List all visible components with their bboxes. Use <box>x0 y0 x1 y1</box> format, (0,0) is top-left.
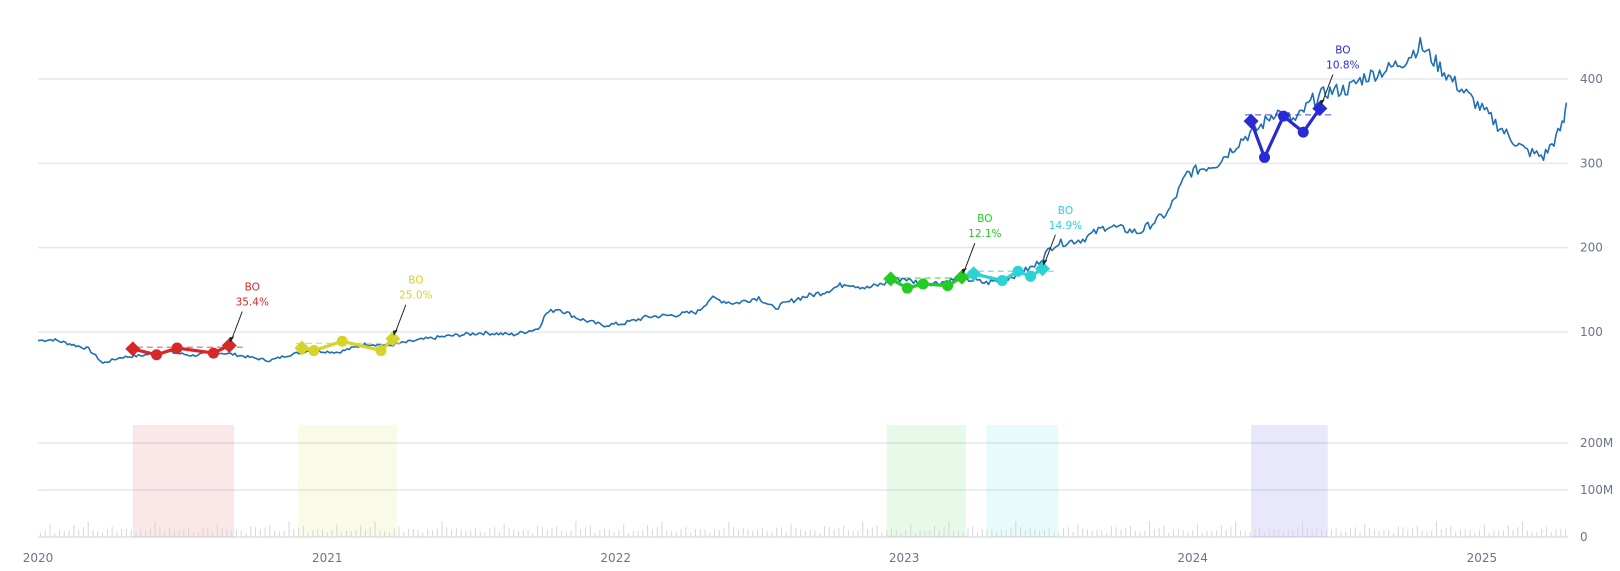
x-tick-label: 2023 <box>889 551 920 565</box>
pattern-circle-marker <box>1025 270 1037 282</box>
annotation-arrow <box>1043 234 1056 264</box>
breakout-pattern: BO 25.0% <box>294 275 433 357</box>
annotation-arrow <box>963 243 976 273</box>
price-y-tick-label: 300 <box>1580 156 1603 170</box>
annotation-arrow <box>230 311 243 341</box>
volume-highlight-window <box>298 425 397 537</box>
pattern-diamond-marker <box>1034 261 1050 277</box>
breakout-pattern: BO 10.8% <box>1243 45 1360 163</box>
pattern-circle-marker <box>1297 126 1309 138</box>
x-tick-label: 2025 <box>1467 551 1498 565</box>
breakout-label: BO <box>408 275 423 287</box>
breakout-patterns: BO 35.4% BO 25.0% BO 12.1% BO 14.9% BO 10.8% <box>125 45 1360 361</box>
breakout-percent-label: 25.0% <box>399 290 432 302</box>
pattern-circle-marker <box>336 335 348 347</box>
pattern-circle-marker <box>375 345 387 357</box>
breakout-pattern: BO 12.1% <box>883 213 1002 294</box>
breakout-percent-label: 35.4% <box>236 296 269 308</box>
volume-highlight-window <box>986 425 1059 537</box>
breakout-percent-label: 12.1% <box>968 228 1001 240</box>
x-axis-ticks: 2020 2021 2022 2023 2024 2025 <box>23 551 1497 565</box>
breakout-label: BO <box>245 281 260 293</box>
breakout-percent-label: 14.9% <box>1049 220 1082 232</box>
x-tick-label: 2021 <box>312 551 343 565</box>
pattern-circle-marker <box>171 342 183 354</box>
volume-highlight-window <box>1251 425 1328 537</box>
price-y-tick-label: 100 <box>1580 325 1603 339</box>
volume-highlight-windows <box>132 425 1328 537</box>
annotation-arrowhead <box>1042 259 1048 266</box>
breakout-pattern: BO 14.9% <box>966 205 1082 287</box>
pattern-circle-marker <box>917 278 929 290</box>
annotation-arrowhead <box>392 329 398 336</box>
pattern-diamond-marker <box>294 340 310 356</box>
x-tick-label: 2022 <box>600 551 631 565</box>
volume-y-tick-label: 100M <box>1580 483 1613 497</box>
pattern-circle-marker <box>151 349 163 361</box>
breakout-label: BO <box>977 213 992 225</box>
pattern-circle-marker <box>207 347 219 359</box>
annotation-arrow <box>1321 74 1334 104</box>
price-line <box>37 37 1568 364</box>
x-tick-label: 2024 <box>1177 551 1208 565</box>
volume-highlight-window <box>886 425 966 537</box>
pattern-diamond-marker <box>1312 101 1328 117</box>
breakout-label: BO <box>1058 205 1073 217</box>
annotation-arrowhead <box>229 336 235 343</box>
breakout-label: BO <box>1335 45 1350 57</box>
y-axis-ticks: 100 200 300 400 0 100M 200M <box>1580 72 1613 544</box>
pattern-diamond-marker <box>385 331 401 347</box>
volume-y-tick-label: 200M <box>1580 436 1613 450</box>
breakout-pattern: BO 35.4% <box>125 281 269 361</box>
pattern-diamond-marker <box>125 341 141 357</box>
pattern-circle-marker <box>901 282 913 294</box>
price-gridlines <box>38 78 1568 333</box>
volume-gridlines <box>38 442 1568 538</box>
breakout-percent-label: 10.8% <box>1326 60 1359 72</box>
pattern-circle-marker <box>1259 151 1271 163</box>
annotation-arrowhead <box>1319 99 1325 106</box>
pattern-diamond-marker <box>221 337 237 353</box>
x-tick-label: 2020 <box>23 551 54 565</box>
pattern-circle-marker <box>942 280 954 292</box>
pattern-diamond-marker <box>954 269 970 285</box>
annotation-arrowhead <box>961 268 967 275</box>
price-y-tick-label: 200 <box>1580 241 1603 255</box>
pattern-circle-marker <box>1277 110 1289 122</box>
volume-highlight-window <box>132 425 234 537</box>
pattern-diamond-marker <box>883 271 899 287</box>
pattern-circle-marker <box>308 345 320 357</box>
volume-bars <box>39 521 1567 537</box>
price-y-tick-label: 400 <box>1580 72 1603 86</box>
pattern-circle-marker <box>996 275 1008 287</box>
volume-y-tick-label: 0 <box>1580 530 1588 544</box>
pattern-circle-marker <box>1012 265 1024 277</box>
price-line-group <box>37 37 1568 364</box>
pattern-diamond-marker <box>966 266 982 282</box>
pattern-diamond-marker <box>1243 113 1259 129</box>
annotation-arrow <box>394 304 407 334</box>
